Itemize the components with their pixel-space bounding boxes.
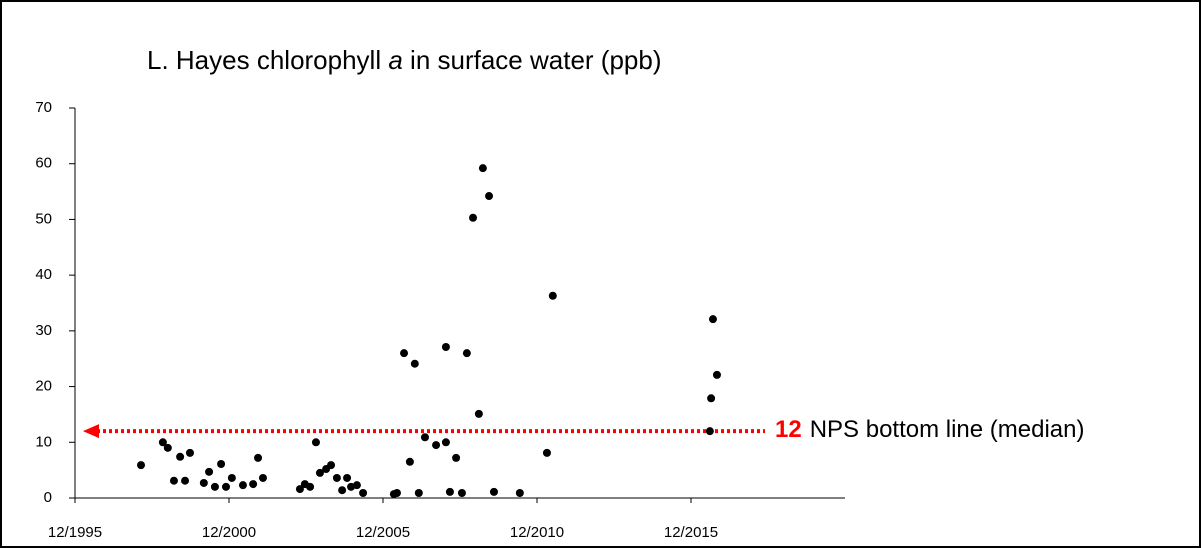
median-label: 12 NPS bottom line (median): [775, 416, 1084, 443]
point: [478, 164, 487, 173]
point: [410, 359, 419, 368]
point: [185, 448, 194, 457]
point: [338, 486, 347, 495]
point: [238, 481, 247, 490]
point: [217, 460, 226, 469]
point: [254, 453, 263, 462]
point: [311, 438, 320, 447]
point: [707, 394, 716, 403]
point: [258, 473, 267, 482]
point: [542, 448, 551, 457]
point: [176, 452, 185, 461]
point: [457, 488, 466, 497]
point: [441, 438, 450, 447]
chart-title: L. Hayes chlorophyll a in surface water …: [147, 45, 661, 75]
point: [400, 349, 409, 358]
x-tick-label: 12/2005: [356, 524, 410, 541]
x-tick-label: 12/1995: [48, 524, 102, 541]
point: [327, 461, 336, 470]
point: [515, 488, 524, 497]
point: [705, 427, 714, 436]
point: [163, 443, 172, 452]
y-tick-label: 0: [44, 489, 52, 506]
point: [199, 478, 208, 487]
point: [210, 482, 219, 491]
title-part: in surface water (ppb): [403, 45, 662, 75]
x-tick-label: 12/2010: [510, 524, 564, 541]
point: [137, 461, 146, 470]
point: [392, 488, 401, 497]
y-tick-label: 60: [35, 155, 52, 172]
point: [158, 438, 167, 447]
point: [469, 213, 478, 222]
point: [169, 476, 178, 485]
point: [548, 291, 557, 300]
y-tick-label: 50: [35, 210, 52, 227]
point: [352, 481, 361, 490]
point: [414, 488, 423, 497]
y-tick-label: 20: [35, 378, 52, 395]
point: [222, 482, 231, 491]
y-tick-label: 70: [35, 99, 52, 116]
point: [420, 433, 429, 442]
point: [462, 349, 471, 358]
point: [485, 192, 494, 201]
x-tick-label: 12/2015: [664, 524, 718, 541]
median-text: NPS bottom line (median): [810, 416, 1085, 443]
title-part: a: [388, 45, 402, 75]
point: [205, 467, 214, 476]
point: [489, 487, 498, 496]
point: [306, 482, 315, 491]
point: [359, 488, 368, 497]
point: [343, 473, 352, 482]
point: [441, 343, 450, 352]
point: [452, 453, 461, 462]
point: [445, 487, 454, 496]
y-tick-label: 30: [35, 322, 52, 339]
point: [315, 468, 324, 477]
point: [295, 485, 304, 494]
point: [181, 476, 190, 485]
point: [332, 473, 341, 482]
point: [712, 370, 721, 379]
median-value: 12: [775, 416, 802, 443]
point: [432, 441, 441, 450]
point: [708, 315, 717, 324]
point: [405, 457, 414, 466]
median-arrowhead: [83, 424, 99, 439]
point: [249, 480, 258, 489]
y-tick-label: 40: [35, 266, 52, 283]
x-tick-label: 12/2000: [202, 524, 256, 541]
point: [474, 409, 483, 418]
point: [227, 473, 236, 482]
y-tick-label: 10: [35, 433, 52, 450]
title-part: L. Hayes chlorophyll: [147, 45, 388, 75]
